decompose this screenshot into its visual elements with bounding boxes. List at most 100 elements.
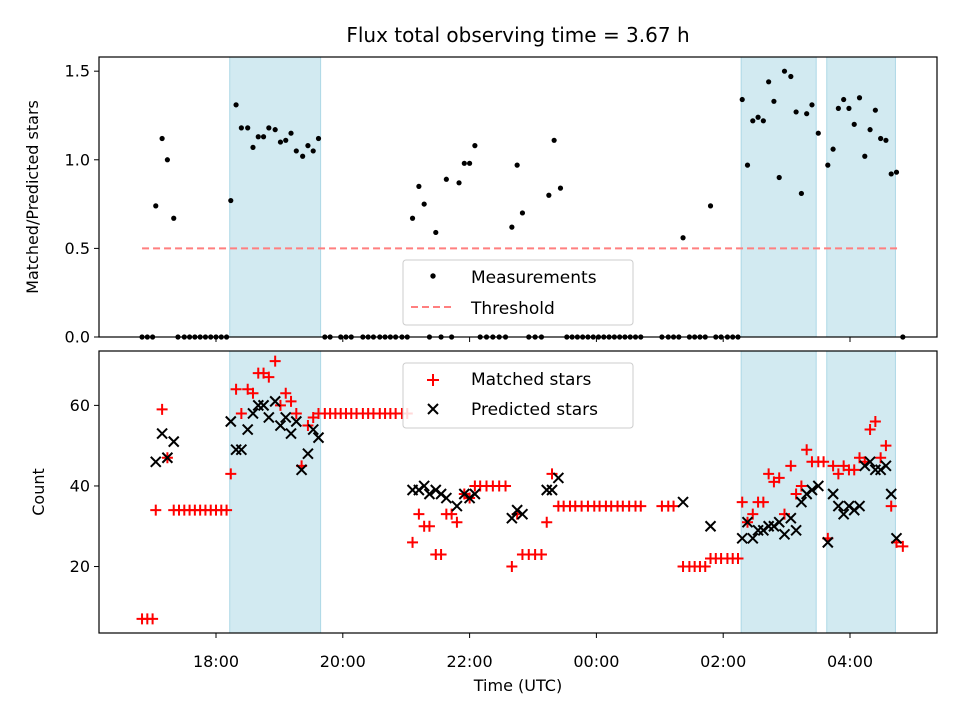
matched-star-point	[736, 496, 748, 508]
measurement-point	[456, 180, 462, 186]
measurement-point	[546, 192, 552, 198]
measurement-point	[830, 146, 836, 152]
matched-star-point	[435, 548, 447, 560]
legend-matched-marker	[427, 374, 439, 386]
predicted-star-point	[747, 532, 759, 545]
measurement-point	[409, 215, 416, 221]
y-tick-label: 1.5	[65, 62, 90, 81]
matched-star-point	[407, 536, 419, 548]
predicted-star-point	[778, 528, 791, 541]
observing-intervals	[229, 350, 896, 634]
x-tick-label: 02:00	[700, 652, 746, 671]
count-panel-frame	[98, 350, 938, 634]
matched-star-point	[247, 387, 259, 399]
legend-measurements-label: Measurements	[471, 268, 597, 288]
measurement-point	[266, 125, 272, 131]
measurement-point	[835, 105, 841, 111]
legend-measurements-marker	[430, 273, 436, 279]
predicted-star-point	[890, 532, 903, 545]
measurement-point	[421, 201, 427, 207]
matched-star-point	[818, 456, 830, 468]
measurement-point	[846, 105, 852, 111]
measurement-point	[288, 130, 294, 136]
predicted-star-point	[546, 484, 558, 496]
measurement-point	[744, 162, 751, 168]
legend-threshold-label: Threshold	[470, 299, 555, 319]
predicted-star-point	[451, 500, 463, 512]
matched-star-point	[885, 500, 897, 512]
matched-star-point	[869, 416, 881, 427]
measurement-point	[153, 203, 159, 209]
predicted-star-point	[156, 427, 168, 440]
predicted-star-point	[225, 415, 237, 428]
legend-predicted-marker	[427, 403, 439, 415]
matched-star-point	[269, 355, 281, 367]
predicted-star-point	[280, 411, 292, 424]
matched-star-point	[732, 552, 744, 564]
measurement-point	[233, 102, 239, 108]
measurement-point	[809, 102, 815, 108]
predicted-star-point	[837, 508, 850, 520]
predicted-star-point	[440, 492, 453, 504]
count-y-axis-label: Count	[29, 468, 48, 516]
matched-star-point	[225, 468, 237, 480]
matched-star-point	[848, 464, 860, 476]
predicted-star-point	[418, 480, 430, 492]
y-tick-label: 0.0	[65, 328, 90, 347]
ratio-legend-box	[402, 259, 634, 326]
predicted-star-point	[307, 423, 319, 436]
measurement-point	[771, 98, 777, 104]
measurement-point	[228, 197, 234, 204]
y-tick-label: 1.0	[65, 150, 90, 169]
measurement-point	[461, 160, 467, 166]
measurement-point	[872, 107, 878, 113]
measurement-point	[798, 190, 804, 197]
predicted-star-point	[257, 399, 270, 412]
predicted-star-point	[285, 427, 297, 440]
x-tick-label: 00:00	[573, 652, 619, 671]
predicted-star-point	[235, 443, 248, 456]
measurement-point	[680, 235, 686, 241]
predicted-star-point	[469, 488, 481, 500]
predicted-star-point	[806, 484, 818, 496]
predicted-star-point	[822, 536, 834, 549]
matched-star-point	[413, 508, 425, 520]
measurement-point	[315, 135, 322, 142]
predicted-star-point	[302, 448, 314, 460]
measurement-point	[551, 137, 557, 143]
predicted-star-point	[885, 488, 897, 500]
measurement-point	[750, 118, 756, 124]
measurement-point	[851, 121, 857, 127]
matched-star-point	[535, 548, 547, 560]
y-tick-label: 20	[70, 557, 90, 576]
x-tick-label: 22:00	[447, 652, 493, 671]
predicted-star-point	[880, 460, 892, 472]
predicted-star-point	[785, 512, 797, 524]
matched-star-point	[801, 444, 813, 456]
measurement-point	[283, 137, 289, 143]
matched-star-point	[147, 613, 159, 625]
predicted-star-point	[541, 484, 553, 496]
measurement-point	[509, 224, 515, 230]
count-legend-box	[402, 362, 634, 429]
measurement-point	[255, 134, 261, 140]
measurement-point	[310, 148, 316, 154]
measurement-point	[443, 176, 449, 182]
matched-star-point	[235, 407, 247, 419]
matched-star-point	[156, 403, 168, 415]
matched-star-point	[763, 468, 775, 480]
measurement-point	[514, 162, 520, 168]
measurement-point	[164, 157, 170, 163]
measurement-point	[159, 135, 165, 142]
matched-star-point	[230, 383, 242, 395]
legend-predicted-label: Predicted stars	[471, 400, 598, 420]
count-plot-area	[136, 355, 909, 625]
measurement-point	[893, 169, 900, 175]
x-tick-label: 04:00	[827, 652, 873, 671]
matched-star-point	[150, 504, 162, 516]
x-tick-label: 20:00	[320, 652, 366, 671]
predicted-star-point	[161, 452, 174, 464]
matched-star-point	[263, 371, 275, 383]
ratio-panel: 0.0 0.5 1.0 1.5 Matched/Predicted stars Mea…	[23, 56, 938, 347]
